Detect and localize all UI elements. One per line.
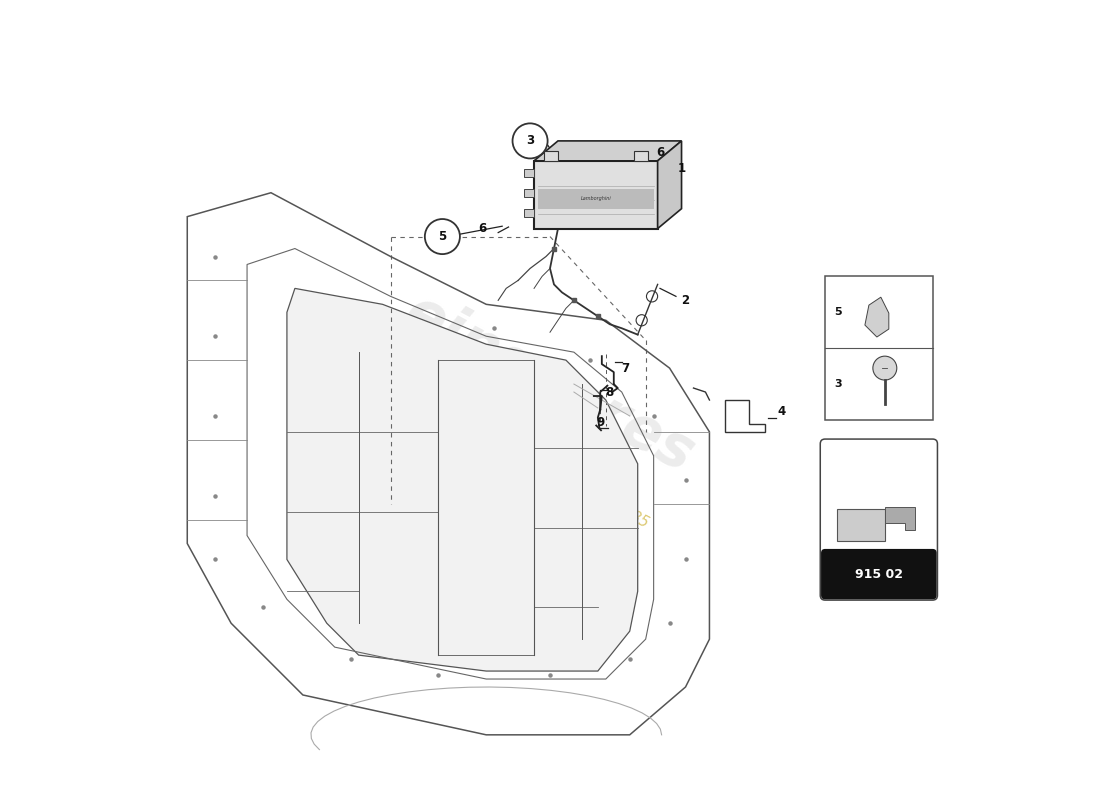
Text: 9: 9 — [596, 416, 604, 429]
Text: einspares: einspares — [395, 284, 705, 484]
FancyBboxPatch shape — [525, 189, 535, 197]
FancyBboxPatch shape — [634, 151, 648, 161]
Text: 2: 2 — [682, 294, 690, 307]
Text: Lamborghini: Lamborghini — [581, 196, 612, 201]
FancyBboxPatch shape — [525, 209, 535, 217]
Polygon shape — [884, 507, 915, 530]
Polygon shape — [658, 141, 682, 229]
Polygon shape — [535, 141, 682, 161]
Polygon shape — [287, 288, 638, 671]
FancyBboxPatch shape — [837, 509, 884, 541]
Text: a passion for parts since 1985: a passion for parts since 1985 — [449, 414, 651, 530]
Circle shape — [513, 123, 548, 158]
Text: 6: 6 — [478, 222, 486, 235]
Text: 5: 5 — [835, 307, 843, 318]
Circle shape — [873, 356, 896, 380]
FancyBboxPatch shape — [543, 151, 558, 161]
Text: 5: 5 — [438, 230, 447, 243]
Text: 3: 3 — [835, 379, 843, 389]
FancyBboxPatch shape — [821, 439, 937, 600]
FancyBboxPatch shape — [525, 169, 535, 177]
Text: 915 02: 915 02 — [855, 568, 903, 581]
Text: 6: 6 — [656, 146, 664, 159]
FancyBboxPatch shape — [538, 189, 653, 209]
Text: 3: 3 — [526, 134, 535, 147]
Text: 1: 1 — [678, 162, 685, 175]
FancyBboxPatch shape — [825, 277, 933, 420]
FancyBboxPatch shape — [821, 549, 937, 599]
Text: 8: 8 — [606, 386, 614, 398]
Text: 7: 7 — [621, 362, 630, 374]
Polygon shape — [865, 297, 889, 337]
Circle shape — [425, 219, 460, 254]
Text: 4: 4 — [777, 406, 785, 418]
FancyBboxPatch shape — [535, 161, 658, 229]
